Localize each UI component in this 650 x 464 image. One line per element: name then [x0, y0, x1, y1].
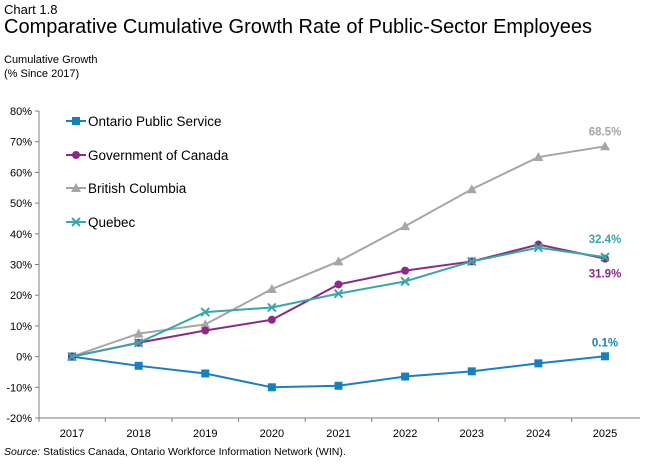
data-point — [201, 369, 210, 378]
x-tick-label: 2018 — [126, 428, 150, 440]
source-note: Source: Statistics Canada, Ontario Workf… — [4, 446, 346, 458]
y-tick-label: 80% — [10, 106, 32, 118]
y-tick-label: 20% — [10, 290, 32, 302]
series-line — [71, 145, 606, 358]
data-point — [333, 256, 344, 266]
x-tick-label: 2019 — [193, 428, 217, 440]
y-tick-label: 60% — [10, 167, 32, 179]
data-point — [600, 141, 610, 151]
y-axis-label-line2: (% Since 2017) — [4, 68, 80, 80]
x-tick-label: 2024 — [526, 428, 550, 440]
data-point — [467, 367, 476, 376]
y-tick-label: 0% — [16, 352, 32, 364]
y-axis-label-line1: Cumulative Growth — [4, 54, 98, 66]
legend-label: Quebec — [88, 215, 136, 230]
x-tick-label: 2023 — [460, 428, 484, 440]
data-point — [334, 381, 343, 390]
legend-label: Ontario Public Service — [88, 114, 222, 129]
source-prefix: Source: — [4, 446, 41, 458]
data-point — [401, 266, 410, 275]
data-point — [201, 326, 210, 335]
data-point — [400, 276, 410, 287]
data-point — [267, 315, 276, 324]
data-point — [601, 352, 609, 361]
y-axis-label: Cumulative Growth (% Since 2017) — [4, 53, 98, 81]
y-tick-label: 10% — [10, 321, 32, 333]
y-tick-label: -20% — [6, 413, 32, 425]
data-point — [400, 221, 411, 231]
data-point — [466, 184, 477, 194]
chart-title: Comparative Cumulative Growth Rate of Pu… — [4, 16, 593, 38]
data-point — [134, 361, 143, 370]
data-point — [133, 338, 144, 348]
x-tick-label: 2025 — [593, 428, 617, 440]
data-point — [534, 359, 543, 368]
end-data-label: 68.5% — [589, 126, 622, 138]
legend-marker — [72, 117, 80, 125]
data-point — [533, 152, 544, 162]
data-point — [266, 284, 277, 294]
data-point — [533, 242, 544, 253]
y-tick-label: 50% — [10, 198, 32, 210]
data-point — [67, 351, 77, 362]
legend-marker — [72, 151, 80, 159]
data-point — [467, 256, 477, 267]
y-tick-label: 40% — [10, 229, 32, 241]
y-tick-label: 30% — [10, 260, 32, 272]
data-point — [333, 288, 344, 299]
data-point — [200, 319, 211, 329]
chart-number: Chart 1.8 — [4, 2, 58, 17]
data-point — [401, 372, 410, 381]
x-tick-label: 2022 — [393, 428, 417, 440]
y-tick-label: -10% — [6, 382, 32, 394]
data-point — [600, 252, 610, 262]
source-text: Statistics Canada, Ontario Workforce Inf… — [40, 446, 346, 458]
legend-marker — [71, 217, 81, 227]
data-point — [200, 307, 210, 317]
end-data-label: 32.4% — [589, 234, 622, 246]
data-point — [267, 302, 277, 313]
y-tick-label: 70% — [10, 137, 32, 149]
x-tick-label: 2020 — [260, 428, 284, 440]
legend-label: Government of Canada — [88, 148, 229, 163]
data-point — [133, 328, 144, 338]
data-point — [267, 383, 276, 392]
legend-marker — [71, 183, 81, 192]
legend-label: British Columbia — [88, 181, 187, 196]
data-point — [334, 280, 343, 289]
x-tick-label: 2017 — [60, 428, 84, 440]
end-data-label: 31.9% — [589, 269, 622, 281]
x-tick-label: 2021 — [326, 428, 350, 440]
end-data-label: 0.1% — [592, 337, 618, 349]
